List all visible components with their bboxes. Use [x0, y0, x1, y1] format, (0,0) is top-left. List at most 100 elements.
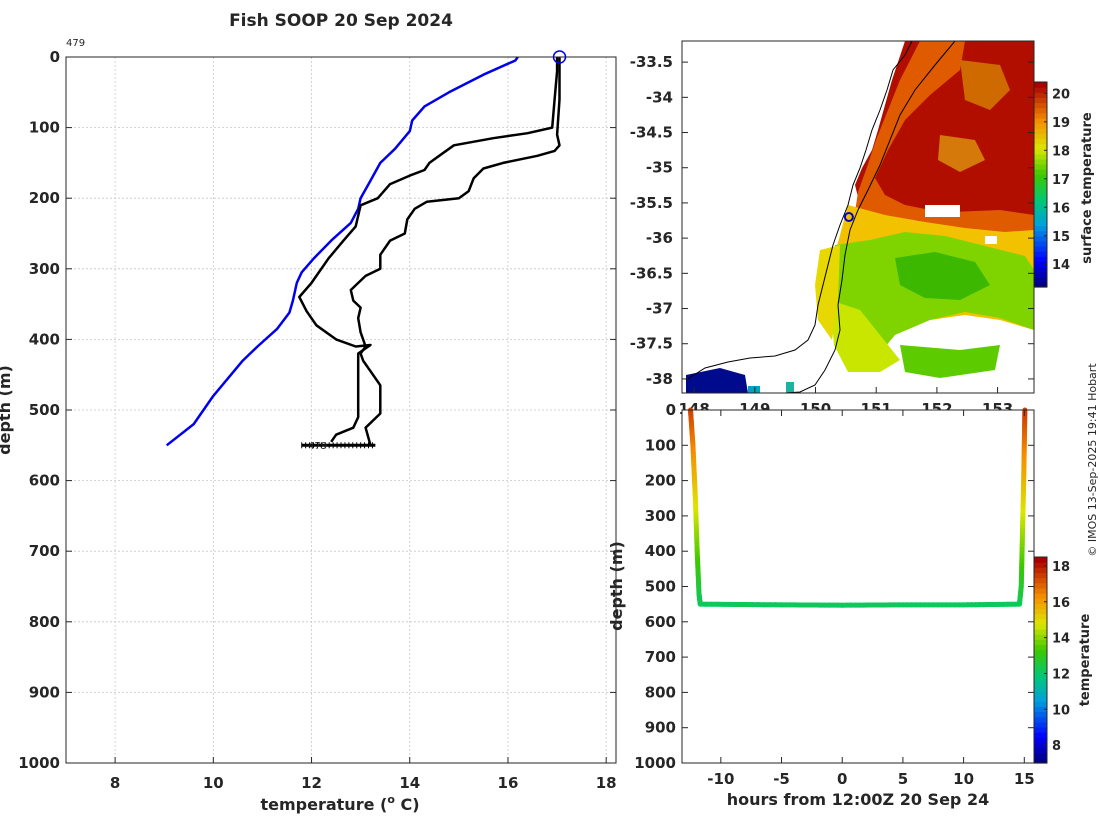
profile-y-tick-label: 0 — [50, 48, 60, 66]
section-y-tick-label: 0 — [666, 401, 676, 419]
temperature-colorbar-segment — [1034, 716, 1047, 723]
temperature-colorbar-segment — [1034, 701, 1047, 707]
surface-colorbar-tick-label: 18 — [1052, 144, 1070, 159]
temperature-colorbar-segment — [1034, 696, 1047, 702]
temperature-colorbar-segment — [1034, 721, 1047, 728]
section-y-tick-label: 1000 — [634, 754, 676, 772]
temperature-colorbar-segment — [1034, 572, 1047, 579]
surface-colorbar-segment — [1034, 189, 1047, 196]
temperature-colorbar-segment — [1034, 690, 1047, 697]
sst-coastal-strip — [815, 245, 840, 340]
section-x-tick-label: 15 — [1014, 770, 1035, 788]
map-y-tick-label: -37 — [646, 300, 673, 318]
surface-colorbar-tick-label: 14 — [1052, 258, 1070, 273]
surface-colorbar-segment — [1034, 107, 1047, 114]
surface-colorbar-segment — [1034, 276, 1047, 283]
temperature-colorbar-segment — [1034, 618, 1047, 625]
section-y-tick-label: 100 — [645, 436, 676, 454]
sst-field — [686, 41, 1034, 393]
profile-x-tick-label: 16 — [498, 774, 519, 792]
sst-deep-green-patch — [895, 252, 990, 300]
temperature-colorbar-segment — [1034, 613, 1047, 620]
profile-y-tick-label: 100 — [29, 119, 60, 137]
sst-cloud-gap-2 — [985, 236, 997, 244]
temperature-colorbar-segment — [1034, 649, 1047, 656]
surface-colorbar-segment — [1034, 138, 1047, 145]
temperature-colorbar-segment — [1034, 726, 1047, 733]
surface-colorbar-segment — [1034, 261, 1047, 268]
temperature-colorbar-segment — [1034, 593, 1047, 599]
map-y-tick-label: -35 — [646, 159, 673, 177]
temperature-colorbar-segment — [1034, 732, 1047, 738]
sst-cloud-gap-3 — [1012, 335, 1034, 347]
surface-colorbar-segment — [1034, 225, 1047, 232]
coastline — [685, 41, 956, 393]
surface-colorbar-segment — [1034, 266, 1047, 273]
section-x-tick-label: 0 — [837, 770, 847, 788]
temperature-colorbar-tick-label: 16 — [1052, 596, 1070, 611]
section-y-tick-label: 300 — [645, 507, 676, 525]
temperature-colorbar-tick-label: 10 — [1052, 703, 1070, 718]
profile-y-tick-label: 400 — [29, 330, 60, 348]
profile-number-label: 479 — [66, 38, 85, 49]
surface-colorbar-tick-label: 17 — [1052, 173, 1070, 188]
temperature-colorbar-segment — [1034, 747, 1047, 754]
temperature-colorbar-segment — [1034, 603, 1047, 610]
temperature-colorbar: 8 10 12 14 16 18 — [1033, 556, 1070, 764]
copyright-watermark: © IMOS 13-Sep-2025 19:41 Hobart — [1086, 363, 1099, 557]
profile-x-label: temperature (o C) — [260, 793, 419, 814]
profile-y-tick-label: 600 — [29, 472, 60, 490]
map-y-tick-label: -34.5 — [630, 124, 673, 142]
surface-colorbar-segment — [1034, 179, 1047, 186]
temperature-colorbar-segment — [1034, 660, 1047, 666]
temperature-colorbar-segment — [1034, 737, 1047, 743]
temperature-colorbar-segment — [1034, 680, 1047, 687]
profile-y-tick-label: 900 — [29, 683, 60, 701]
surface-colorbar-segment — [1034, 92, 1047, 98]
sst-teal-patch — [786, 382, 794, 393]
profile-y-tick-label: 1000 — [18, 754, 60, 772]
temperature-colorbar-segment — [1034, 711, 1047, 718]
temperature-colorbar-segment — [1034, 654, 1047, 661]
temperature-colorbar-segment — [1034, 634, 1047, 640]
temperature-colorbar-segment — [1034, 639, 1047, 646]
temperature-colorbar-segment — [1034, 752, 1047, 759]
temperature-colorbar-segment — [1034, 608, 1047, 615]
map-y-tick-label: -37.5 — [630, 335, 673, 353]
surface-temperature-colorbar-label: surface temperature — [1080, 112, 1095, 264]
temperature-colorbar-label: temperature — [1078, 614, 1093, 707]
surface-colorbar-segment — [1034, 128, 1047, 134]
surface-colorbar-segment — [1034, 164, 1047, 170]
temperature-colorbar-frame — [1033, 556, 1048, 764]
profile-x-tick-label: 12 — [301, 774, 322, 792]
sst-cyan-patch — [748, 386, 760, 393]
section-track — [687, 407, 1028, 608]
temperature-colorbar-segment — [1034, 577, 1047, 584]
map-y-tick-label: -33.5 — [630, 53, 673, 71]
temperature-colorbar-segment — [1034, 623, 1047, 630]
temperature-colorbar-segment — [1034, 757, 1047, 764]
section-x-tick-label: 10 — [953, 770, 974, 788]
surface-colorbar-tick-label: 20 — [1052, 87, 1070, 102]
surface-colorbar-segment — [1034, 153, 1047, 160]
surface-colorbar-tick-label: 16 — [1052, 201, 1070, 216]
shelf-contour — [784, 41, 956, 393]
temperature-colorbar-segment — [1034, 706, 1047, 713]
surface-colorbar-segment — [1034, 194, 1047, 201]
surface-colorbar-segment — [1034, 174, 1047, 180]
profile-ticks: 8 10 12 14 16 18 0 100 200 300 400 500 600 700 800 900 1… — [18, 48, 616, 792]
surface-colorbar-segment — [1034, 210, 1047, 216]
ship-position-marker — [843, 212, 854, 222]
profile-x-tick-label: 14 — [399, 774, 420, 792]
section-x-label: hours from 12:00Z 20 Sep 24 — [727, 790, 989, 809]
sst-cloud-gap — [925, 205, 960, 217]
surface-colorbar-segment — [1034, 87, 1047, 93]
profile-panel: 8 10 12 14 16 18 0 100 200 300 400 500 600 700 800 900 1… — [0, 11, 617, 814]
temperature-colorbar-segment — [1034, 629, 1047, 635]
surface-colorbar-segment — [1034, 251, 1047, 257]
section-y-tick-label: 400 — [645, 542, 676, 560]
profile-x-tick-label: 10 — [203, 774, 224, 792]
surface-colorbar-segment — [1034, 158, 1047, 165]
surface-colorbar-segment — [1034, 97, 1047, 104]
